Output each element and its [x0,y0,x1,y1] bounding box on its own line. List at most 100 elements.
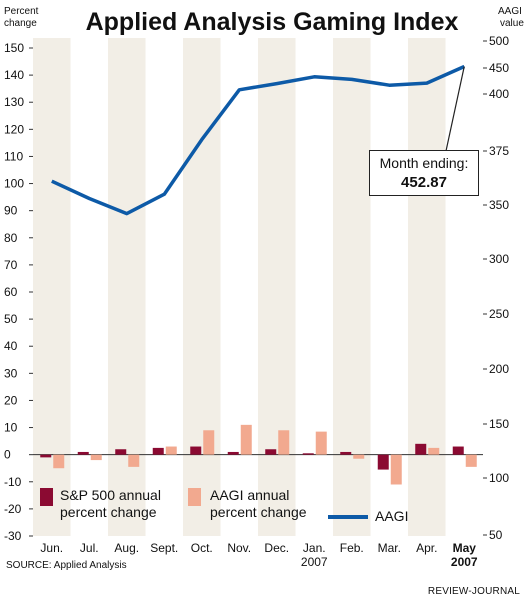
aagi-change-bar [203,430,215,455]
aagi-series-line [51,64,466,216]
x-tick-label: Jun. [40,541,63,555]
chart-title: Applied Analysis Gaming Index [86,8,459,36]
legend-label-sp500-line2: percent change [60,504,157,520]
x-tick-sublabel: 2007 [451,555,478,569]
month-bands [33,38,446,536]
left-tick-label: 10 [4,421,18,435]
sp500-bar [40,454,52,458]
x-tick-label: Jan. [303,541,326,555]
x-tick-label: Nov. [227,541,251,555]
left-tick-label: 100 [4,177,24,191]
month-band [333,38,371,536]
month-band [258,38,296,536]
left-tick-label: 110 [4,149,23,163]
month-band [183,38,221,536]
aagi-change-bar [240,424,252,455]
right-axis-label-line2: value [500,18,524,29]
sp500-bar [415,443,427,455]
left-tick-label: 90 [4,204,18,218]
sp500-bar [340,451,352,455]
sp500-bar [152,447,164,455]
left-tick-label: -20 [4,502,22,516]
right-axis-ticks: 50 100 150 200 250 300 350 375 400 450 500 [483,34,509,542]
right-tick-label: 250 [489,307,509,321]
left-tick-label: 130 [4,95,24,109]
x-tick-label: May [453,541,477,555]
source-note: SOURCE: Applied Analysis [6,560,127,571]
x-axis-labels: Jun. Jul. Aug. Sept. Oct. Nov. Dec. Jan.2007Feb… [40,541,478,569]
right-tick-label: 100 [489,471,509,485]
legend-swatch-aagi-change [188,488,201,506]
aagi-change-bar [53,454,65,469]
legend-label-aagi-change: AAGI annual percent change [210,487,307,521]
sp500-bar [265,449,277,455]
left-tick-label: 70 [4,258,18,272]
right-tick-label: 200 [489,362,509,376]
legend-label-sp500-line1: S&P 500 annual [60,487,161,503]
x-tick-label: Mar. [378,541,401,555]
callout-label: Month ending: [379,155,469,171]
sp500-bar [77,451,89,455]
left-tick-label: 60 [4,285,18,299]
left-tick-label: 50 [4,312,18,326]
aagi-change-bar [465,454,477,467]
publisher-credit: REVIEW-JOURNAL [427,586,520,597]
x-tick-label: Jul. [80,541,99,555]
month-ending-callout: Month ending: 452.87 [369,150,479,196]
left-axis-label-line2: change [4,18,37,29]
right-tick-label: 300 [489,252,509,266]
left-axis-ticks: -30 -20 -10 0 10 20 30 40 50 60 70 80 90 100 110 120 130… [4,41,33,543]
aagi-change-bar [428,447,440,455]
month-band [108,38,146,536]
month-band [408,38,446,536]
legend-label-aagi: AAGI [375,508,408,525]
left-tick-label: 150 [4,41,24,55]
x-tick-label: Apr. [416,541,437,555]
left-tick-label: 20 [4,393,18,407]
x-tick-label: Sept. [150,541,178,555]
right-tick-label: 450 [489,61,509,75]
sp500-bar [302,453,314,455]
sp500-bar [227,451,239,455]
right-tick-label: 150 [489,417,509,431]
callout-leader-line [445,66,465,152]
aagi-change-bar [353,454,365,459]
left-tick-label: 120 [4,122,24,136]
x-tick-sublabel: 2007 [301,555,328,569]
left-axis-label-line1: Percent [4,6,39,17]
legend-label-sp500: S&P 500 annual percent change [60,487,161,521]
aagi-change-bar [90,454,102,461]
aagi-change-bar [165,446,177,455]
x-tick-label: Feb. [340,541,364,555]
left-tick-label: 30 [4,366,18,380]
x-tick-label: Oct. [191,541,213,555]
x-tick-label: Aug. [114,541,139,555]
x-tick-label: Dec. [264,541,289,555]
aagi-change-bar [390,454,402,485]
sp500-bar [190,446,202,455]
right-tick-label: 400 [489,87,509,101]
callout-value: 452.87 [401,174,447,191]
right-axis-label-line1: AAGI [498,6,522,17]
sp500-bar [115,449,127,455]
legend-label-aagi-line1: AAGI [375,508,409,524]
left-tick-label: 40 [4,339,18,353]
legend-swatch-sp500 [40,488,53,506]
aagi-change-bar [278,430,290,455]
right-tick-label: 350 [489,198,509,212]
sp500-bar [377,454,389,470]
bar-group [40,424,477,485]
left-tick-label: -10 [4,475,22,489]
right-tick-label: 50 [489,528,503,542]
legend-label-aagi-change-line1: AAGI annual [210,487,290,503]
right-tick-label: 500 [489,34,509,48]
aagi-change-bar [315,431,327,455]
left-tick-label: 0 [4,448,11,462]
aagi-change-bar [128,454,140,467]
right-tick-label: 375 [489,144,509,158]
month-band [33,38,71,536]
left-tick-label: 80 [4,231,18,245]
sp500-bar [452,446,464,455]
legend-label-aagi-change-line2: percent change [210,504,307,520]
